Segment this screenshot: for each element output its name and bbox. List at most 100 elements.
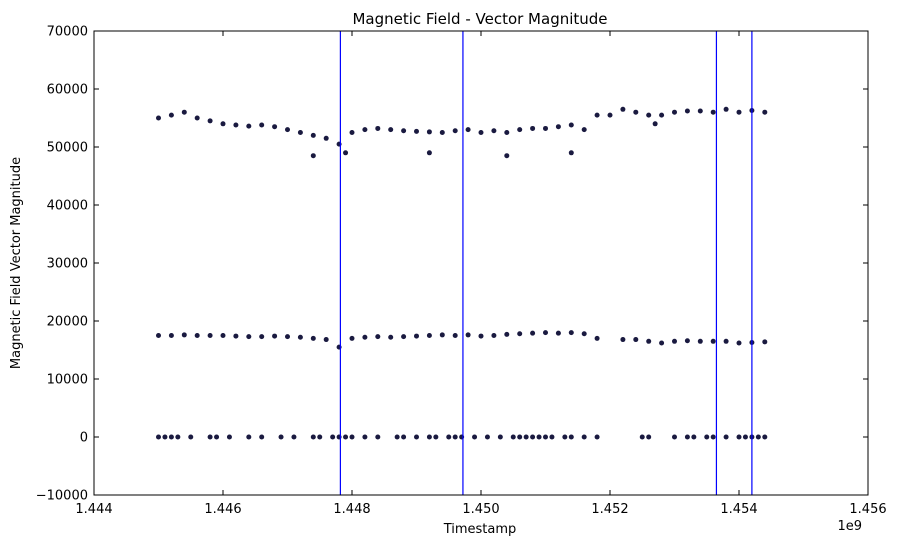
data-point [555, 330, 561, 336]
x-axis-label: Timestamp [443, 522, 517, 537]
y-tick-label: −10000 [36, 489, 88, 504]
data-point [672, 109, 677, 115]
data-point [504, 130, 510, 135]
data-point [543, 330, 548, 336]
data-point [581, 127, 587, 133]
data-point [246, 434, 252, 440]
data-point [452, 333, 458, 338]
data-point [414, 128, 419, 134]
data-point [536, 434, 542, 440]
data-point [375, 125, 381, 131]
data-point [375, 334, 381, 340]
data-point [762, 434, 768, 440]
y-tick-label: 0 [80, 431, 88, 446]
data-point [523, 434, 529, 440]
data-point [426, 434, 432, 440]
data-point [220, 333, 226, 338]
x-tick-label: 1.444 [75, 502, 112, 517]
data-point [704, 434, 710, 440]
data-point [736, 434, 742, 440]
data-point [646, 338, 652, 344]
y-tick-label: 10000 [47, 373, 88, 388]
data-point [323, 135, 329, 141]
data-point [207, 118, 213, 124]
y-tick-label: 50000 [47, 141, 88, 156]
data-point [562, 434, 568, 440]
data-point [233, 122, 239, 128]
y-tick-label: 70000 [47, 25, 88, 40]
data-point [168, 434, 174, 440]
data-point [723, 434, 729, 440]
y-tick-label: 30000 [47, 257, 88, 272]
data-point [272, 124, 278, 130]
axis-ticks: 1.444 1.446 1.448 1.450 1.452 1.454 1.456 −1000… [36, 25, 887, 518]
data-point [672, 338, 677, 344]
data-point [414, 333, 419, 339]
data-point [246, 123, 252, 129]
data-point [510, 434, 516, 440]
x-tick-label: 1.448 [333, 502, 370, 517]
data-point [762, 339, 768, 345]
data-point [697, 338, 703, 344]
data-point [549, 434, 555, 440]
data-point [226, 434, 232, 440]
data-point [259, 122, 265, 128]
data-point [530, 125, 536, 131]
data-point [317, 434, 323, 440]
data-point [742, 434, 748, 440]
data-point [401, 334, 407, 340]
data-point [659, 112, 665, 118]
vertical-lines [339, 31, 753, 495]
data-point [478, 130, 484, 135]
data-point [465, 332, 471, 338]
data-point [594, 434, 600, 440]
data-point [723, 106, 729, 112]
data-point [594, 335, 600, 341]
data-point [755, 434, 761, 440]
data-point [736, 109, 742, 115]
data-point [401, 128, 407, 134]
data-point [291, 434, 297, 440]
data-point [310, 132, 316, 138]
data-point [297, 334, 303, 340]
data-point [259, 434, 265, 440]
data-point [517, 331, 523, 337]
data-point [194, 115, 200, 121]
data-point [439, 130, 445, 135]
data-point [323, 337, 329, 343]
data-point [652, 121, 658, 127]
data-point [297, 130, 303, 135]
data-point [710, 109, 716, 115]
data-point [684, 434, 690, 440]
data-point [375, 434, 381, 440]
data-point [349, 130, 355, 135]
data-point [259, 334, 265, 340]
data-point [426, 333, 432, 338]
data-point [233, 333, 239, 339]
data-point [278, 434, 284, 440]
data-point [194, 333, 200, 338]
data-point [349, 434, 355, 440]
data-point [310, 153, 316, 159]
data-point [439, 332, 445, 338]
data-point [168, 112, 174, 118]
data-point [394, 434, 400, 440]
data-point [620, 337, 626, 343]
x-tick-label: 1.446 [204, 502, 241, 517]
data-point [175, 434, 181, 440]
data-point [568, 330, 574, 336]
data-point [362, 127, 368, 133]
data-point [433, 434, 439, 440]
data-point [517, 434, 523, 440]
data-point [446, 434, 452, 440]
x-tick-label: 1.456 [849, 502, 886, 517]
data-point [156, 333, 161, 338]
data-point [633, 109, 639, 115]
data-point [452, 434, 458, 440]
data-point [181, 332, 187, 338]
data-point [349, 335, 355, 341]
data-point [504, 331, 510, 337]
data-point [710, 338, 716, 344]
data-point [581, 434, 587, 440]
data-point [285, 334, 290, 340]
